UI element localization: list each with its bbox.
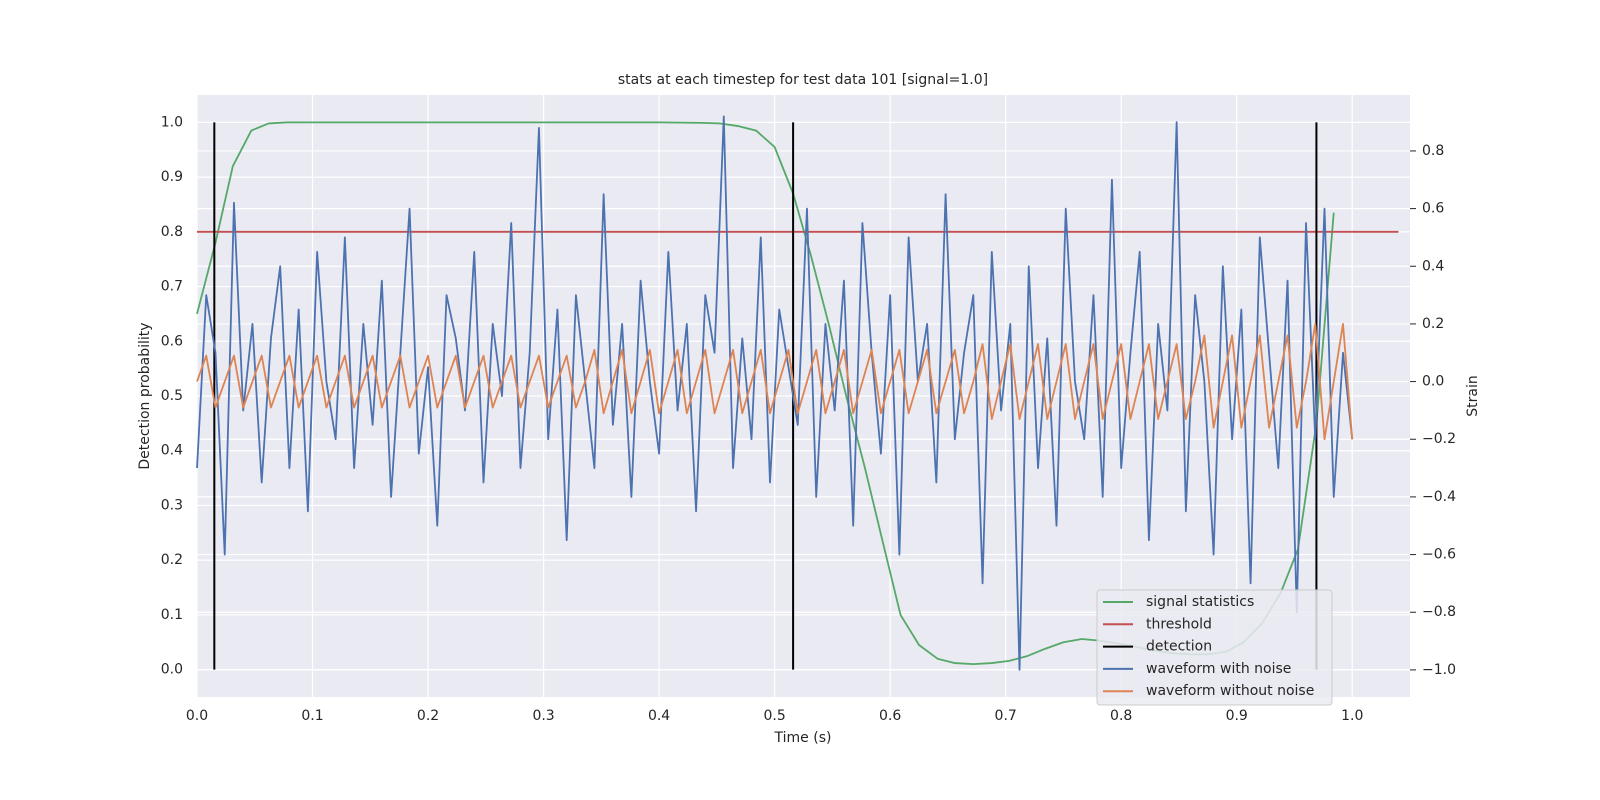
y2-tick-label: −0.4 xyxy=(1422,489,1456,505)
y-axis-label: Detection probability xyxy=(137,322,153,469)
y2-tick-label: 0.8 xyxy=(1422,143,1444,159)
x-tick-label: 0.7 xyxy=(995,708,1017,724)
y-tick-label: 0.0 xyxy=(161,662,183,678)
x-tick-label: 0.0 xyxy=(186,708,208,724)
legend: signal statistics threshold detection wavef… xyxy=(1096,589,1333,706)
x-tick-label: 0.6 xyxy=(879,708,901,724)
labels: 0.0 0.1 0.2 0.3 0.4 0.5 0.6 0.7 0.8 0.9 1.0 0.0 0.1 0… xyxy=(161,114,1456,724)
x-tick-label: 0.1 xyxy=(301,708,323,724)
y-tick-label: 0.2 xyxy=(161,552,183,568)
series-line xyxy=(196,323,1354,441)
y-tick-label: 0.3 xyxy=(161,497,183,513)
x-tick-label: 0.9 xyxy=(1226,708,1248,724)
y-tick-label: 0.4 xyxy=(161,443,183,459)
legend-label: waveform without noise xyxy=(1146,683,1314,699)
y-tick-label: 0.9 xyxy=(161,169,183,185)
y-tick-label: 0.1 xyxy=(161,607,183,623)
x-tick-label: 0.4 xyxy=(648,708,670,724)
y2-tick-label: −0.2 xyxy=(1422,431,1456,447)
y2-tick-label: 0.6 xyxy=(1422,201,1444,217)
y2-tick-label: 0.4 xyxy=(1422,258,1444,274)
x-axis-label: Time (s) xyxy=(774,730,832,746)
legend-label: signal statistics xyxy=(1146,594,1254,610)
y-tick-label: 0.6 xyxy=(161,333,183,349)
y2-tick-label: −0.8 xyxy=(1422,604,1456,620)
y-tick-label: 0.5 xyxy=(161,388,183,404)
y-tick-label: 0.8 xyxy=(161,224,183,240)
x-tick-label: 1.0 xyxy=(1341,708,1363,724)
x-tick-label: 0.2 xyxy=(417,708,439,724)
x-tick-label: 0.3 xyxy=(532,708,554,724)
y-tick-label: 1.0 xyxy=(161,114,183,130)
legend-label: detection xyxy=(1146,639,1212,655)
x-tick-label: 0.8 xyxy=(1110,708,1132,724)
marks xyxy=(196,115,1399,671)
y2-tick-label: 0.0 xyxy=(1422,374,1444,390)
y2-axis-label: Strain xyxy=(1465,375,1481,416)
y2-tick-label: −1.0 xyxy=(1422,662,1456,678)
y2-tick-label: −0.6 xyxy=(1422,547,1456,563)
y2-tick-label: 0.2 xyxy=(1422,316,1444,332)
legend-label: threshold xyxy=(1146,616,1212,632)
x-tick-label: 0.5 xyxy=(763,708,785,724)
y-tick-label: 0.7 xyxy=(161,279,183,295)
legend-box xyxy=(1096,589,1333,706)
chart-title: stats at each timestep for test data 101… xyxy=(618,72,988,88)
legend-label: waveform with noise xyxy=(1146,661,1291,677)
